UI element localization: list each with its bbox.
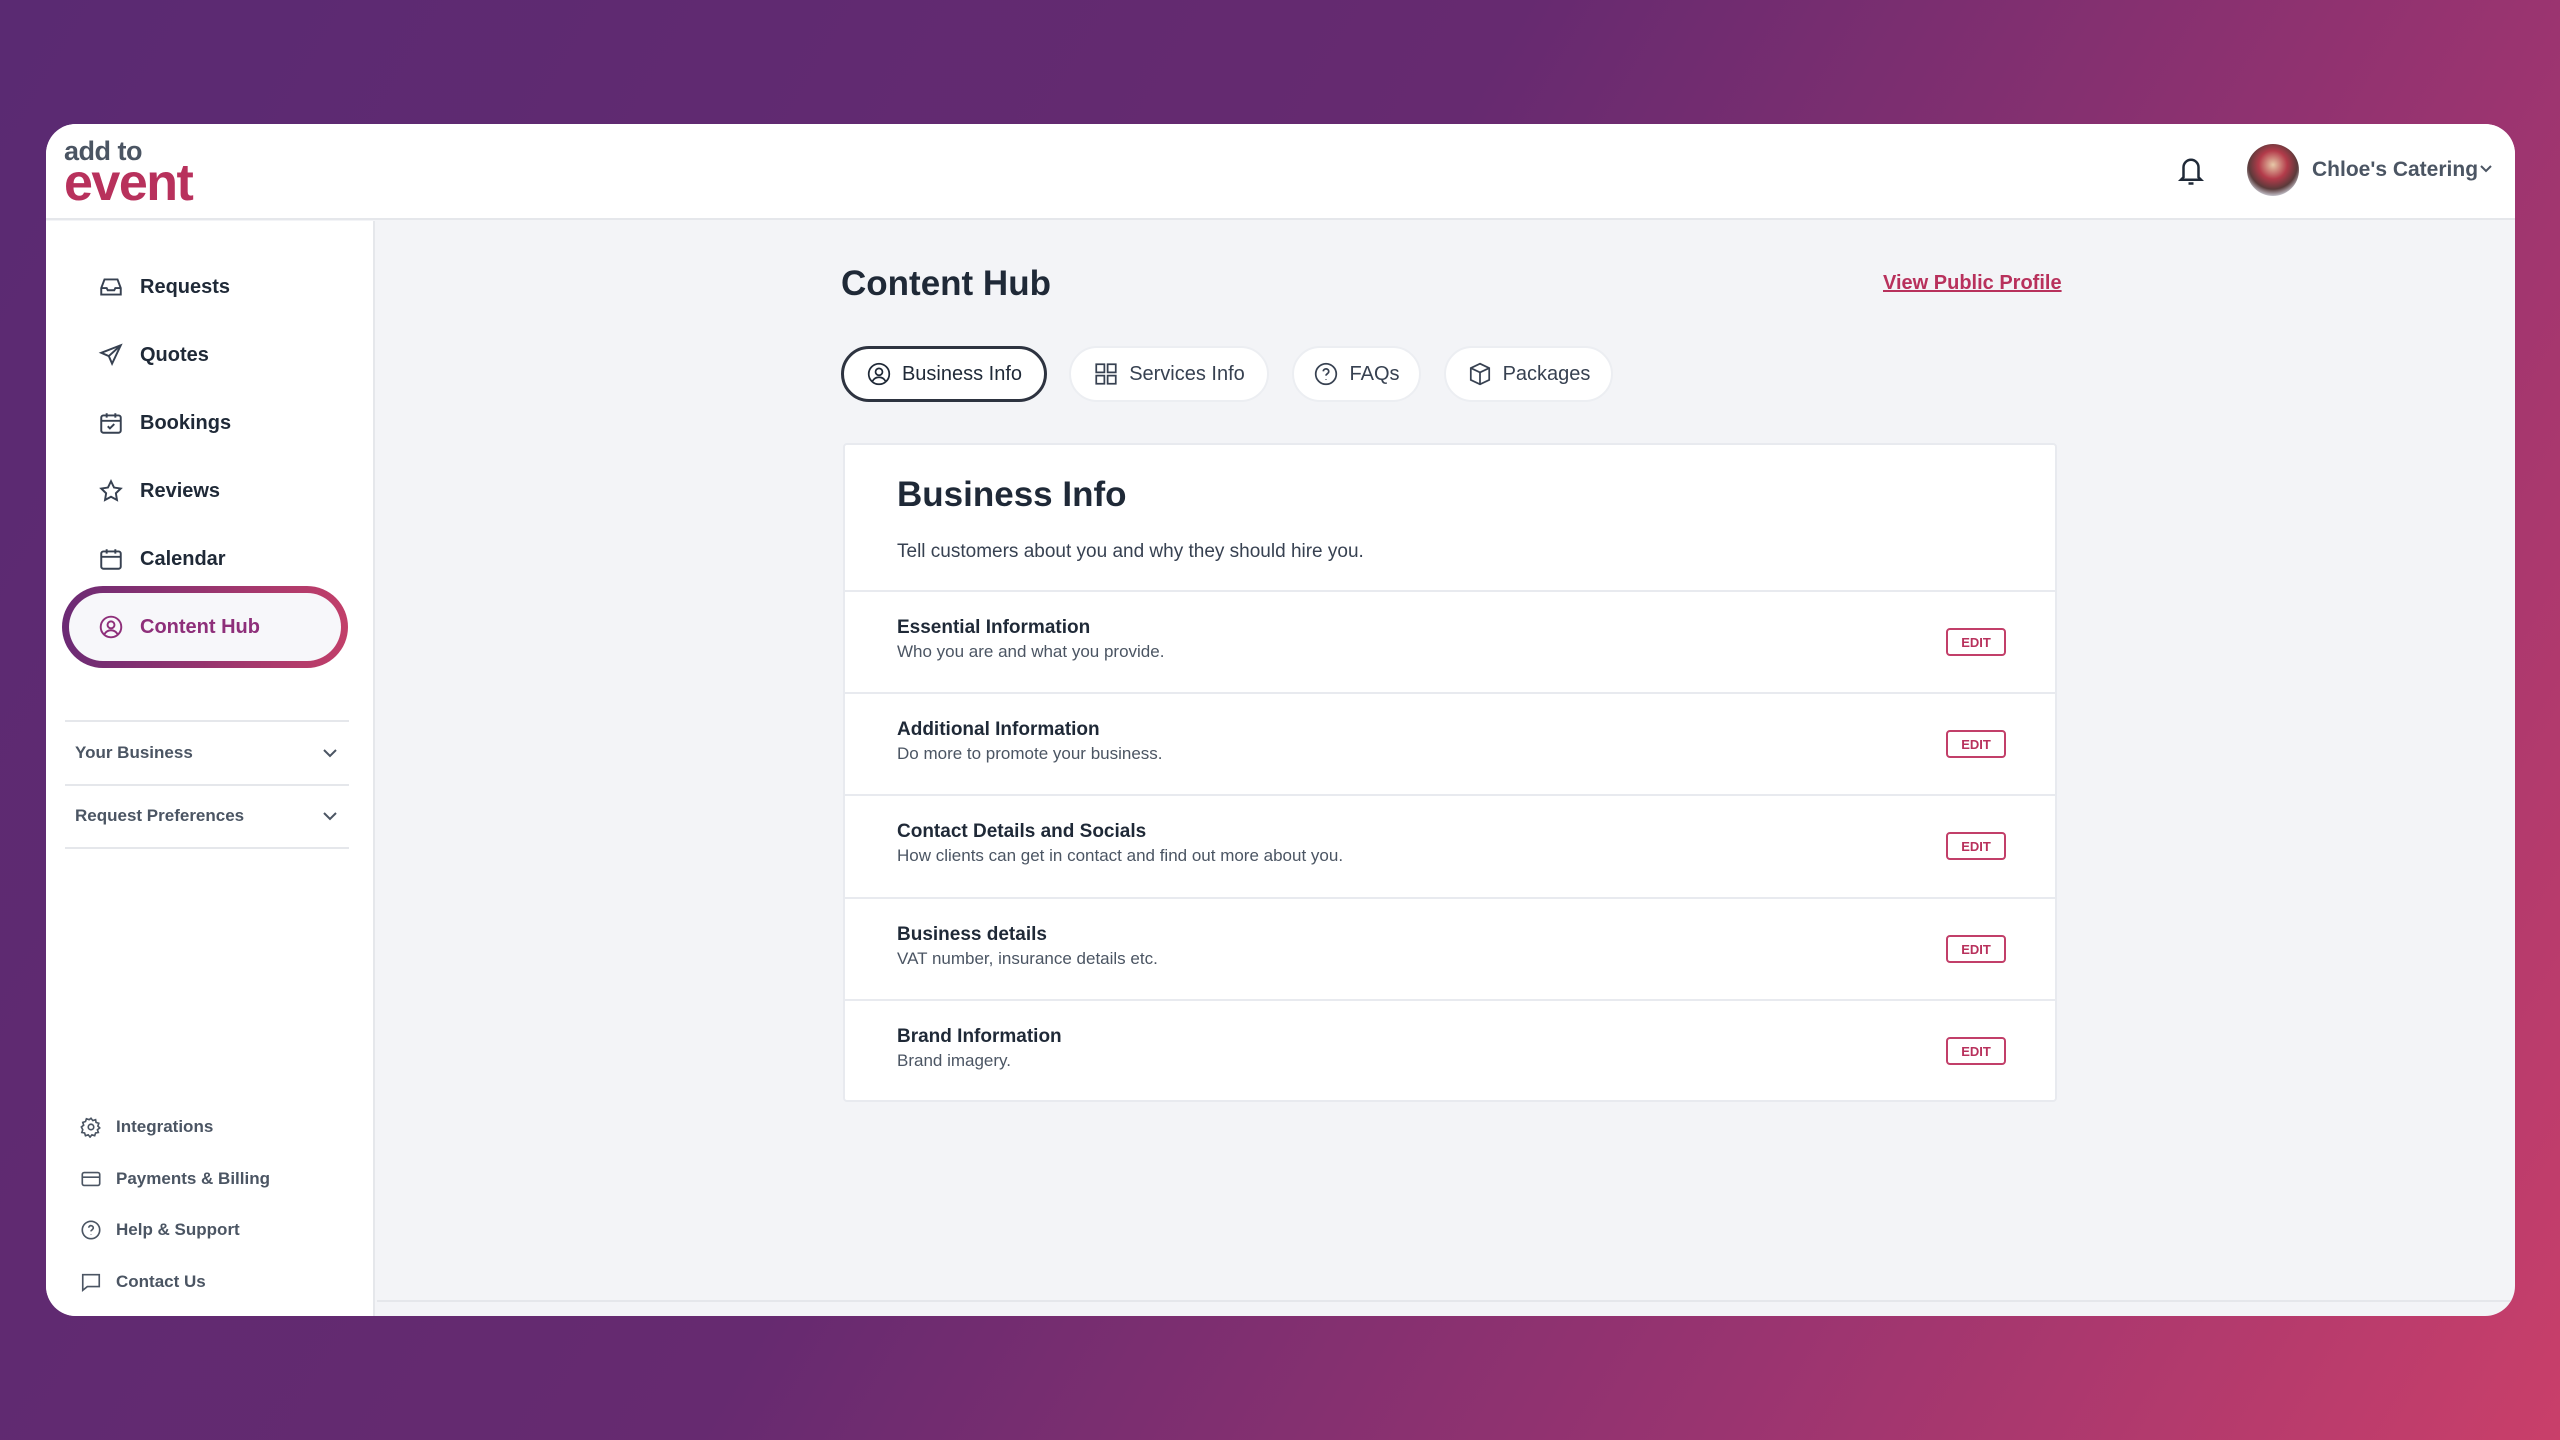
chevron-down-icon [323, 749, 337, 758]
sidebar-item-payments-billing[interactable]: Payments & Billing [80, 1166, 270, 1192]
section-row-brand-information: Brand Information Brand imagery. EDIT [845, 999, 2055, 1101]
tab-packages[interactable]: Packages [1444, 346, 1613, 402]
logo-text-top: add to [64, 136, 143, 166]
bell-icon[interactable] [2176, 154, 2206, 188]
tab-label: Business Info [901, 362, 1023, 385]
sidebar-item-help-support[interactable]: Help & Support [80, 1217, 240, 1243]
grid-icon [1095, 363, 1117, 385]
sidebar-item-label: Payments & Billing [116, 1169, 270, 1188]
sidebar-item-label: Content Hub [140, 615, 260, 638]
row-title: Essential Information [897, 617, 1091, 638]
tab-faqs[interactable]: FAQs [1292, 346, 1421, 402]
section-row-contact-details: Contact Details and Socials How clients … [845, 794, 2055, 896]
card-title: Business Info [897, 475, 1127, 514]
divider [65, 784, 349, 786]
chat-icon [81, 1273, 101, 1292]
logo-text-bottom: event [64, 154, 194, 212]
row-title: Brand Information [897, 1026, 1062, 1047]
send-icon [98, 343, 123, 367]
page-title: Content Hub [841, 264, 1051, 303]
group-label: Your Business [75, 743, 193, 762]
sidebar-item-label: Quotes [140, 343, 209, 366]
avatar[interactable] [2247, 144, 2299, 196]
sidebar-item-contact-us[interactable]: Contact Us [80, 1269, 206, 1295]
calendar-check-icon [100, 413, 122, 434]
row-title: Additional Information [897, 719, 1100, 740]
sidebar-item-label: Bookings [140, 411, 232, 434]
star-icon [99, 479, 123, 502]
edit-button[interactable]: EDIT [1946, 832, 2006, 860]
sidebar-item-quotes[interactable]: Quotes [98, 335, 209, 375]
view-public-profile-link[interactable]: View Public Profile [1883, 272, 2062, 294]
user-circle-icon [99, 615, 123, 639]
sidebar-item-bookings[interactable]: Bookings [98, 403, 231, 443]
tab-business-info[interactable]: Business Info [841, 346, 1047, 402]
business-info-card: Business Info Tell customers about you a… [843, 443, 2057, 1102]
divider [65, 720, 349, 722]
tab-services-info[interactable]: Services Info [1069, 346, 1269, 402]
group-request-preferences[interactable]: Request Preferences [75, 804, 340, 828]
top-header: add to event Chloe's Catering [46, 124, 2515, 220]
row-title: Business details [897, 924, 1047, 945]
row-description: How clients can get in contact and find … [897, 846, 1344, 865]
section-row-additional-information: Additional Information Do more to promot… [845, 692, 2055, 794]
edit-button[interactable]: EDIT [1946, 1037, 2006, 1065]
calendar-icon [100, 549, 122, 570]
chevron-down-icon[interactable] [2478, 160, 2494, 176]
user-circle-icon [867, 362, 891, 386]
sidebar-item-label: Help & Support [116, 1220, 240, 1239]
sidebar-item-label: Integrations [116, 1117, 214, 1136]
edit-button[interactable]: EDIT [1946, 628, 2006, 656]
divider [65, 847, 349, 849]
help-circle-icon [81, 1220, 101, 1240]
row-description: Do more to promote your business. [897, 744, 1163, 763]
tab-label: Services Info [1129, 362, 1245, 385]
sidebar-item-calendar[interactable]: Calendar [98, 539, 226, 579]
row-description: Who you are and what you provide. [897, 642, 1165, 661]
sidebar: Requests Quotes Bookings Reviews Calenda… [46, 221, 375, 1316]
edit-button[interactable]: EDIT [1946, 730, 2006, 758]
row-description: VAT number, insurance details etc. [897, 949, 1158, 968]
footer-divider [377, 1300, 2515, 1302]
sidebar-item-reviews[interactable]: Reviews [98, 471, 220, 511]
user-menu-name[interactable]: Chloe's Catering [2312, 158, 2479, 181]
app-window: add to event Chloe's Catering Requests Q… [46, 124, 2515, 1316]
sidebar-item-label: Contact Us [116, 1272, 206, 1291]
group-your-business[interactable]: Your Business [75, 741, 340, 765]
logo[interactable]: add to event [64, 136, 194, 212]
help-circle-icon [1315, 362, 1338, 386]
tab-label: Packages [1502, 362, 1591, 385]
sidebar-item-label: Calendar [140, 547, 226, 570]
sidebar-item-integrations[interactable]: Integrations [80, 1114, 213, 1140]
section-row-essential-information: Essential Information Who you are and wh… [845, 590, 2055, 692]
sidebar-item-label: Requests [140, 275, 231, 298]
sidebar-item-content-hub[interactable]: Content Hub [98, 607, 260, 647]
gear-icon [80, 1117, 101, 1138]
sidebar-item-requests[interactable]: Requests [98, 267, 230, 307]
row-title: Contact Details and Socials [897, 821, 1147, 842]
edit-button[interactable]: EDIT [1946, 935, 2006, 963]
chevron-down-icon [323, 812, 337, 821]
card-subtitle: Tell customers about you and why they sh… [897, 541, 1364, 562]
package-box-icon [1469, 362, 1490, 386]
sidebar-item-label: Reviews [140, 479, 221, 502]
section-row-business-details: Business details VAT number, insurance d… [845, 897, 2055, 999]
group-label: Request Preferences [75, 806, 245, 825]
tab-label: FAQs [1349, 362, 1400, 385]
credit-card-icon [81, 1171, 101, 1187]
row-description: Brand imagery. [897, 1051, 1012, 1070]
inbox-icon [100, 278, 122, 296]
